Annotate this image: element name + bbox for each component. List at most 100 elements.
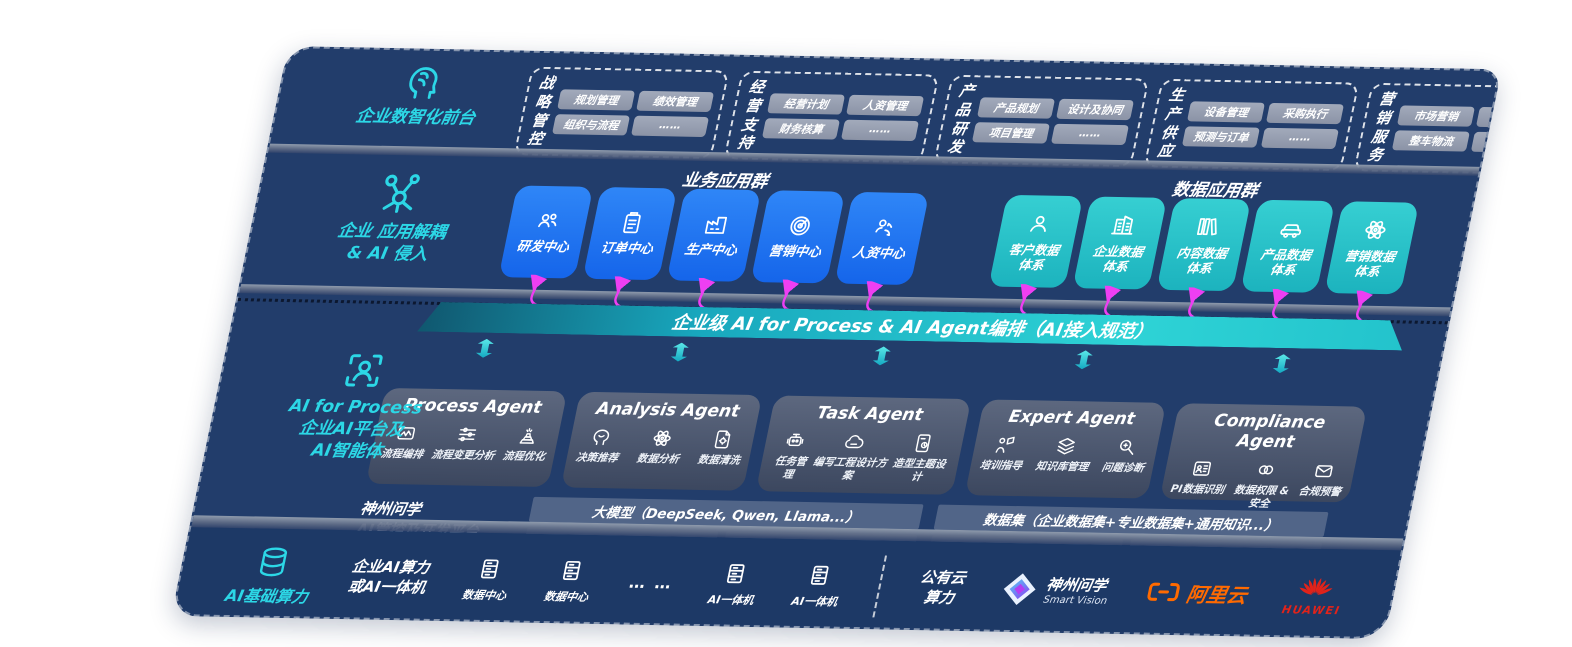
chip: ……	[630, 115, 710, 138]
front-office-title: 企业数智化前台	[353, 106, 477, 129]
app-decouple-title: 企业 应用解耦 & AI 侵入	[335, 221, 448, 265]
mail-icon	[1311, 460, 1337, 482]
chip: ……	[1050, 123, 1130, 146]
divider	[872, 555, 887, 618]
chip: 规划管理	[557, 89, 636, 111]
group-product-rd: 产品 研发 产品规划 设计及协同 项目管理 ……	[933, 74, 1150, 168]
doc-gear-icon	[710, 428, 736, 450]
agent-capability: 数据清洗	[697, 428, 747, 467]
server-icon	[804, 562, 835, 588]
chip: ……	[1260, 127, 1339, 150]
agent-capability: PI数据识别	[1169, 457, 1230, 496]
agent-capability: 编写工程设计方案	[806, 430, 896, 483]
agent-capability: 数据权限 & 安全	[1230, 458, 1295, 510]
car-icon	[1276, 215, 1307, 241]
bus-agent-arrow	[872, 346, 892, 365]
group-supply: 生产 供应 设备管理 采购执行 预测与订单 ……	[1143, 78, 1360, 172]
id-card-icon	[1189, 457, 1215, 479]
books-icon	[1192, 213, 1223, 239]
tile-marketing-data: 营销数据 体系	[1324, 201, 1420, 295]
front-office-label: 企业数智化前台	[316, 59, 525, 131]
tile-marketing-center: 营销中心	[750, 190, 846, 284]
bus-agent-arrow	[670, 342, 690, 361]
target-icon	[784, 213, 815, 239]
diagnose-icon	[1114, 436, 1140, 458]
huawei-logo: HUAWEI	[1281, 572, 1348, 617]
agent-cards: Process Agent 流程编排 流程变更分析 流程优化	[365, 387, 1430, 509]
expert-agent-card: Expert Agent 培训指导 知识库管理 问题诊断	[964, 399, 1167, 499]
chip: 组织与流程	[551, 114, 631, 136]
group-title: 营销 服务	[1365, 89, 1397, 165]
chip: 预测与订单	[1181, 126, 1260, 148]
agent-capability: 数据分析	[636, 427, 686, 466]
compliance-agent-card: Compliance Agent PI数据识别 数据权限 & 安全 合规预	[1159, 403, 1368, 509]
task-agent-card: Task Agent 任务管理 编写工程设计方案 造型主题设计	[755, 395, 972, 495]
link-icon	[1253, 459, 1279, 481]
smart-vision-diamond-icon	[1003, 573, 1036, 605]
compute-band: AI基础算力 企业AI算力 或AI一体机 数据中心 数据中心 … … AI一体机…	[172, 527, 1402, 640]
building-icon	[1108, 212, 1139, 238]
chip: 采购执行	[1266, 102, 1345, 125]
agent-capability: 培训指导	[978, 433, 1028, 472]
alicloud-bracket-icon	[1147, 582, 1181, 602]
application-band: 企业 应用解耦 & AI 侵入 业务应用群 数据应用群 研发中心 订单中心 生产…	[241, 153, 1478, 308]
server-icon	[720, 560, 751, 586]
ai-band: 企业级 AI for Process & AI Agent编排（AI接入规范） …	[194, 298, 1449, 572]
molecule-icon	[372, 171, 427, 218]
bus-agent-arrow	[1272, 354, 1292, 373]
ai-compute-label: AI基础算力	[223, 543, 318, 607]
tablet-check-icon	[910, 432, 936, 454]
chip: 整车物流	[1391, 130, 1470, 152]
ai-appliance-node: AI一体机	[706, 560, 761, 608]
ai-platform-subtitle: 企业AI平台及 AI智能体	[297, 418, 406, 463]
enterprise-compute-label: 企业AI算力 或AI一体机	[346, 557, 432, 597]
bus-agent-arrow	[475, 339, 495, 358]
tile-rd-center: 研发中心	[498, 185, 594, 279]
tile-hr-center: 人资中心	[834, 191, 930, 285]
trainer-icon	[992, 434, 1018, 456]
chip: 财务核算	[761, 118, 841, 140]
group-strategy: 战略 管控 规划管理 绩效管理 组织与流程 ……	[513, 66, 730, 160]
tile-production-center: 生产中心	[666, 188, 762, 282]
chip: 人资管理	[846, 94, 925, 117]
chip: ……	[1470, 131, 1502, 154]
cloud-icon	[841, 431, 867, 453]
tile-product-data: 产品数据 体系	[1240, 199, 1336, 293]
group-title: 经营 支持	[736, 77, 767, 153]
datacenter-node: 数据中心	[543, 557, 597, 605]
team-icon	[532, 208, 563, 234]
ai-appliance-node: AI一体机	[790, 561, 845, 609]
agent-capability: 问题诊断	[1100, 436, 1150, 475]
clipboard-icon	[616, 210, 647, 236]
server-icon	[556, 557, 587, 583]
app-decouple-label: 企业 应用解耦 & AI 侵入	[288, 169, 502, 267]
bus-agent-arrow	[1074, 350, 1094, 369]
robot-icon	[782, 430, 808, 452]
head-chat-icon	[588, 426, 614, 448]
atom-icon	[649, 427, 675, 449]
tile-enterprise-data: 企业数据 体系	[1072, 196, 1168, 290]
person-scan-icon	[337, 348, 390, 393]
database-icon	[252, 543, 295, 580]
analysis-agent-card: Analysis Agent 决策推荐 数据分析 数据清洗	[560, 391, 763, 491]
chip: 产品规划	[977, 97, 1056, 119]
huawei-flower-icon	[1299, 577, 1333, 595]
chip: 市场营销	[1397, 105, 1476, 127]
layers-icon	[1053, 435, 1079, 457]
agent-capability: 造型主题设计	[886, 432, 956, 484]
agent-capability: 流程优化	[502, 424, 552, 463]
chip: 设备管理	[1187, 101, 1266, 123]
user-icon	[1024, 210, 1055, 236]
datacenter-node: 数据中心	[461, 555, 515, 603]
chip: 设计及协同	[1056, 98, 1135, 121]
ai-for-process-label: AI for Process 企业AI平台及 AI智能体	[247, 347, 465, 465]
tile-customer-data: 客户数据 体系	[988, 194, 1084, 288]
chip: 项目管理	[971, 122, 1051, 144]
group-marketing: 营销 服务 市场营销 客户关系 整车物流 ……	[1353, 82, 1502, 176]
group-title: 产品 研发	[946, 81, 977, 157]
atom-icon	[1360, 217, 1391, 243]
alicloud-logo: 阿里云	[1144, 577, 1250, 608]
data-tiles: 客户数据 体系 企业数据 体系 内容数据 体系 产品数据 体系 营销数据 体系	[988, 194, 1420, 295]
group-title: 生产 供应	[1155, 85, 1187, 161]
tile-content-data: 内容数据 体系	[1156, 198, 1252, 292]
